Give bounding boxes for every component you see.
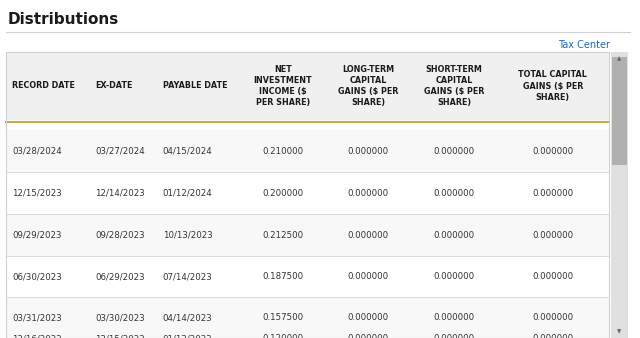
Text: 0.000000: 0.000000 (433, 272, 475, 281)
Text: ▼: ▼ (618, 329, 621, 334)
Text: ▲: ▲ (618, 56, 621, 61)
Text: TOTAL CAPITAL
GAINS ($ PER
SHARE): TOTAL CAPITAL GAINS ($ PER SHARE) (518, 70, 588, 102)
Text: 0.000000: 0.000000 (532, 146, 573, 155)
Text: 09/29/2023: 09/29/2023 (12, 231, 61, 240)
Text: 0.120000: 0.120000 (262, 334, 303, 338)
Bar (6, 256, 609, 297)
Text: LONG-TERM
CAPITAL
GAINS ($ PER
SHARE): LONG-TERM CAPITAL GAINS ($ PER SHARE) (338, 65, 399, 107)
Bar (6, 172, 609, 214)
Text: 0.000000: 0.000000 (532, 314, 573, 322)
Text: 12/14/2023: 12/14/2023 (95, 189, 145, 197)
Text: 0.200000: 0.200000 (262, 189, 303, 197)
Text: 0.000000: 0.000000 (532, 272, 573, 281)
Text: 0.000000: 0.000000 (433, 334, 475, 338)
Text: NET
INVESTMENT
INCOME ($
PER SHARE): NET INVESTMENT INCOME ($ PER SHARE) (253, 65, 312, 107)
Text: 09/28/2023: 09/28/2023 (95, 231, 145, 240)
Text: 0.000000: 0.000000 (348, 146, 389, 155)
Text: 0.187500: 0.187500 (262, 272, 303, 281)
Bar (6, 297, 609, 338)
Text: 03/30/2023: 03/30/2023 (95, 314, 145, 322)
Text: 01/13/2023: 01/13/2023 (163, 334, 212, 338)
Text: PAYABLE DATE: PAYABLE DATE (163, 81, 227, 91)
Text: 06/29/2023: 06/29/2023 (95, 272, 145, 281)
Text: 0.000000: 0.000000 (433, 146, 475, 155)
Text: 07/14/2023: 07/14/2023 (163, 272, 212, 281)
Text: 0.000000: 0.000000 (348, 314, 389, 322)
Bar (6, 52, 609, 120)
Bar (6, 130, 609, 172)
Text: 0.000000: 0.000000 (348, 231, 389, 240)
Text: 0.000000: 0.000000 (348, 272, 389, 281)
Text: 0.000000: 0.000000 (433, 231, 475, 240)
Text: 0.000000: 0.000000 (532, 334, 573, 338)
Text: 03/28/2024: 03/28/2024 (12, 146, 61, 155)
Text: 04/14/2023: 04/14/2023 (163, 314, 212, 322)
Bar (6, 214, 609, 256)
Text: 0.000000: 0.000000 (348, 334, 389, 338)
Text: 0.210000: 0.210000 (262, 146, 303, 155)
Text: 03/27/2024: 03/27/2024 (95, 146, 145, 155)
Text: 0.157500: 0.157500 (262, 314, 303, 322)
Text: 03/31/2023: 03/31/2023 (12, 314, 61, 322)
Text: 0.000000: 0.000000 (532, 189, 573, 197)
Text: 04/15/2024: 04/15/2024 (163, 146, 212, 155)
Text: 12/15/2022: 12/15/2022 (95, 334, 145, 338)
Text: 12/15/2023: 12/15/2023 (12, 189, 61, 197)
Text: 10/13/2023: 10/13/2023 (163, 231, 212, 240)
Text: Distributions: Distributions (8, 13, 119, 27)
Text: 01/12/2024: 01/12/2024 (163, 189, 212, 197)
Text: EX-DATE: EX-DATE (95, 81, 132, 91)
Text: 12/16/2022: 12/16/2022 (12, 334, 61, 338)
Text: 0.000000: 0.000000 (532, 231, 573, 240)
Text: RECORD DATE: RECORD DATE (12, 81, 75, 91)
Bar (6, 52, 609, 338)
Text: 0.000000: 0.000000 (348, 189, 389, 197)
Text: 0.000000: 0.000000 (433, 314, 475, 322)
Bar (611, 52, 628, 338)
Text: Tax Center: Tax Center (558, 40, 610, 50)
Text: 0.000000: 0.000000 (433, 189, 475, 197)
Text: 0.212500: 0.212500 (262, 231, 303, 240)
Bar (612, 57, 627, 165)
Text: 06/30/2023: 06/30/2023 (12, 272, 61, 281)
Text: SHORT-TERM
CAPITAL
GAINS ($ PER
SHARE): SHORT-TERM CAPITAL GAINS ($ PER SHARE) (424, 65, 484, 107)
